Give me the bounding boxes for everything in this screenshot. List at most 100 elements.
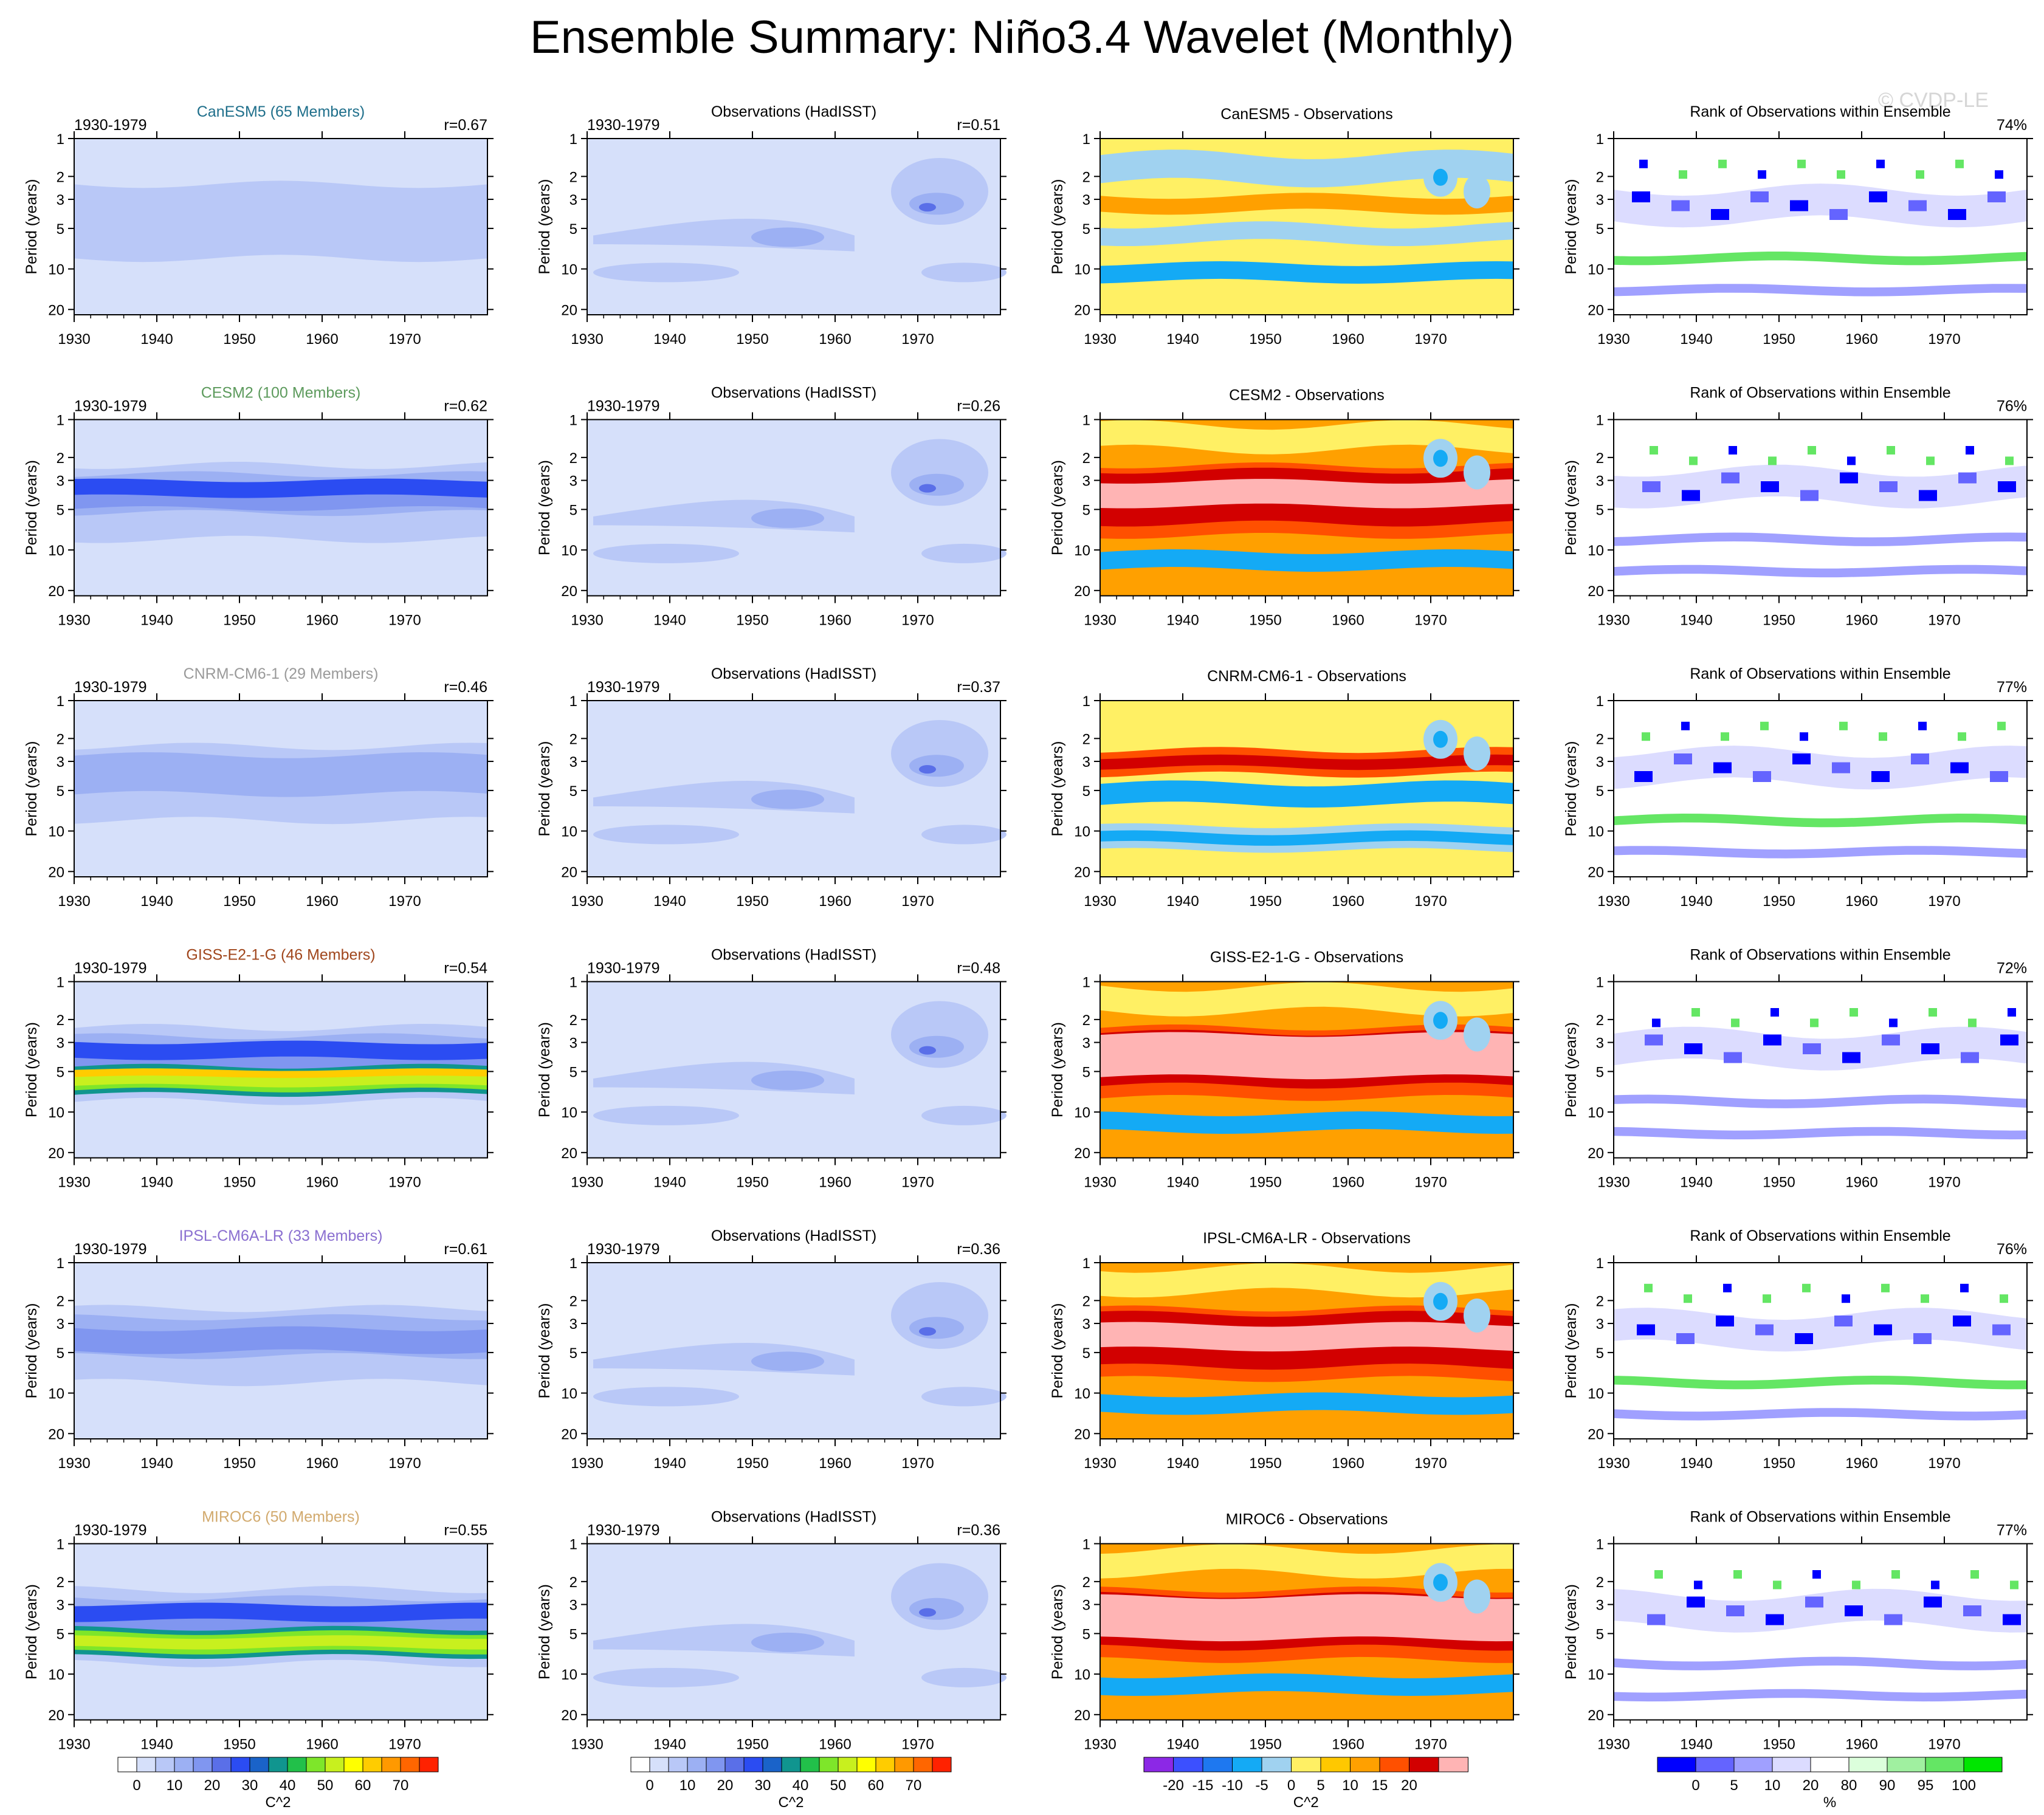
x-tick-label: 1940: [653, 331, 686, 348]
rank-cell: [1997, 721, 2006, 730]
y-tick-label: 3: [569, 754, 577, 770]
rank-cell: [1795, 1333, 1813, 1344]
diff-colorbar-tick-label: 10: [1342, 1777, 1358, 1794]
rank-cell: [1644, 1283, 1653, 1292]
rank-band: [1614, 1408, 2027, 1421]
power-colorbar-b-swatch: [706, 1757, 726, 1772]
model-band: [74, 1068, 487, 1079]
x-tick-label: 1930: [58, 612, 90, 629]
diff-band: [1100, 754, 1513, 770]
x-tick-label: 1960: [819, 612, 851, 629]
rank-pct-label: 74%: [1997, 117, 2027, 134]
rank-colorbar-unit-label: %: [1823, 1794, 1836, 1811]
rank-cell: [2003, 1614, 2021, 1625]
obs-years-label: 1930-1979: [587, 960, 660, 977]
plot-frame: [74, 981, 488, 1159]
plot-frame: [587, 419, 1001, 597]
rank-band: [1614, 564, 2027, 578]
rank-pct-label: 72%: [1997, 960, 2027, 977]
y-tick-label: 2: [57, 731, 64, 747]
rank-cell: [1694, 1580, 1702, 1590]
y-axis-label: Period (years): [23, 1303, 40, 1399]
rank-cell: [1911, 753, 1929, 764]
rank-cell: [1803, 1043, 1821, 1054]
power-colorbar-a-tick-label: 0: [132, 1777, 140, 1794]
x-tick-label: 1950: [223, 1175, 255, 1191]
diff-title: IPSL-CM6A-LR - Observations: [1203, 1230, 1411, 1247]
power-colorbar-a-swatch: [155, 1757, 175, 1772]
plot-frame: [74, 138, 488, 315]
y-tick-label: 3: [1596, 1597, 1604, 1614]
plot-frame: [587, 1543, 1001, 1721]
y-tick-label: 3: [569, 1035, 577, 1052]
power-colorbar-b-swatch: [668, 1757, 688, 1772]
rank-cell: [2010, 1580, 2018, 1590]
y-tick-label: 3: [57, 192, 64, 208]
x-tick-label: 1960: [819, 893, 851, 910]
y-tick-label: 3: [1596, 1035, 1604, 1052]
y-tick-label: 2: [569, 731, 577, 747]
x-tick-label: 1960: [819, 331, 851, 348]
plot-frame: [1613, 138, 2028, 315]
obs-title: Observations (HadISST): [711, 103, 876, 120]
x-tick-label: 1940: [1166, 1175, 1199, 1191]
y-tick-label: 1: [1082, 131, 1090, 148]
y-tick-label: 10: [1588, 1667, 1604, 1683]
y-axis-label: Period (years): [536, 1584, 553, 1679]
obs-blob: [593, 1667, 739, 1687]
y-tick-label: 1: [1596, 693, 1604, 710]
x-tick-label: 1930: [571, 893, 603, 910]
x-tick-label: 1940: [1680, 1737, 1712, 1753]
model-r-label: r=0.54: [444, 960, 487, 977]
y-axis-label: Period (years): [23, 741, 40, 837]
x-tick-label: 1950: [1763, 1175, 1795, 1191]
obs-blob: [909, 473, 964, 496]
diff-band: [1100, 780, 1513, 808]
model-r-label: r=0.46: [444, 679, 487, 696]
power-colorbar-b-swatch: [932, 1757, 952, 1772]
x-tick-label: 1950: [1249, 1737, 1281, 1753]
x-tick-label: 1970: [1414, 612, 1447, 629]
model-r-label: r=0.55: [444, 1522, 487, 1539]
power-colorbar-b-swatch: [875, 1757, 895, 1772]
y-tick-label: 10: [48, 543, 64, 559]
rank-cell: [1829, 209, 1848, 220]
y-tick-label: 1: [1596, 975, 1604, 991]
rank-band: [1614, 1656, 2027, 1670]
y-tick-label: 5: [1082, 783, 1090, 800]
y-tick-label: 3: [569, 192, 577, 208]
rank-cell: [1760, 721, 1769, 730]
rank-cell: [1921, 1043, 1939, 1054]
obs-blob: [909, 755, 964, 777]
rank-band: [1614, 1127, 2027, 1140]
rank-cell: [1647, 1614, 1665, 1625]
rank-cell: [1721, 732, 1729, 741]
rank-cell: [1805, 1596, 1823, 1608]
model-r-label: r=0.61: [444, 1241, 487, 1258]
rank-cell: [1713, 762, 1732, 774]
rank-cell: [1802, 1283, 1811, 1292]
rank-cell: [1842, 1294, 1850, 1303]
power-colorbar-b-tick-label: 40: [793, 1777, 809, 1794]
y-axis-label: Period (years): [536, 741, 553, 837]
rank-colorbar-tick-label: 20: [1803, 1777, 1819, 1794]
y-tick-label: 10: [48, 824, 64, 840]
x-tick-label: 1940: [140, 1175, 173, 1191]
power-colorbar-b-tick-label: 30: [755, 1777, 771, 1794]
rank-cell: [1924, 1596, 1942, 1608]
power-colorbar-a-swatch: [268, 1757, 288, 1772]
diff-title: CanESM5 - Observations: [1220, 106, 1392, 123]
y-tick-label: 20: [1074, 302, 1090, 318]
rank-cell: [1879, 732, 1887, 741]
y-tick-label: 3: [57, 1597, 64, 1614]
power-colorbar-a-swatch: [343, 1757, 363, 1772]
y-tick-label: 5: [1596, 1064, 1604, 1080]
rank-pct-label: 76%: [1997, 1241, 2027, 1258]
x-tick-label: 1960: [1845, 331, 1877, 348]
y-tick-label: 3: [1596, 473, 1604, 490]
y-tick-label: 3: [1082, 1035, 1090, 1052]
rank-cell: [1961, 1052, 1979, 1063]
rank-cell: [1847, 456, 1856, 465]
rank-cell: [1632, 191, 1650, 202]
rank-cell: [1876, 159, 1885, 168]
